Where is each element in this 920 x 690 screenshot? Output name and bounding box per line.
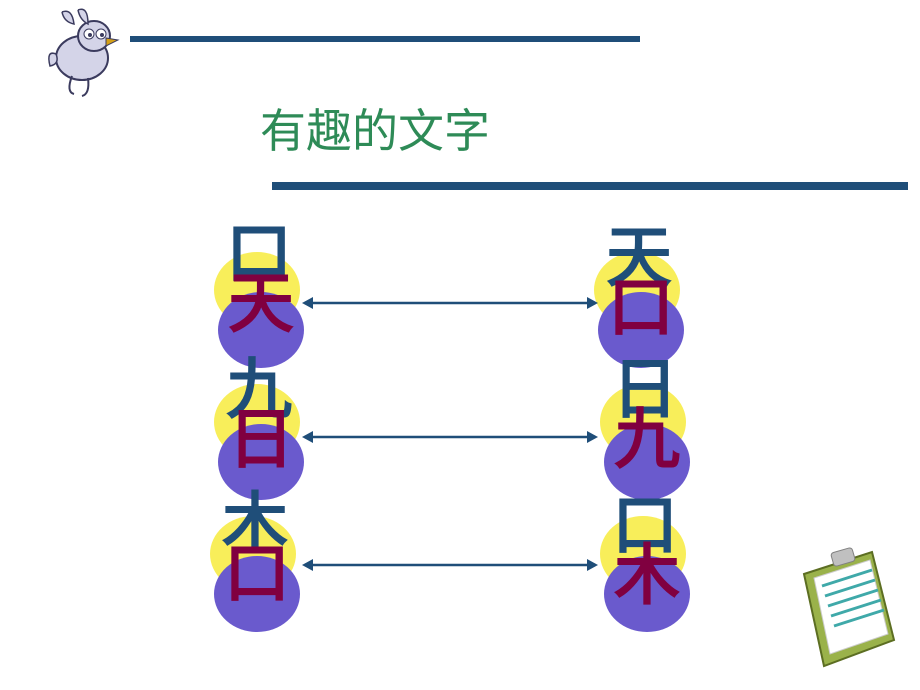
char-bottom: 口: [224, 542, 290, 608]
bird-decoration: [42, 6, 128, 98]
char-bottom: 口: [608, 276, 674, 342]
char-cell: 木口: [210, 516, 296, 632]
char-cell: 口木: [600, 516, 686, 632]
char-cell: 口天: [214, 252, 300, 368]
char-bottom: 日: [228, 408, 294, 474]
char-bottom: 天: [228, 272, 294, 338]
char-bottom: 九: [614, 408, 680, 474]
rule-top: [130, 36, 640, 42]
char-cell: 天口: [594, 252, 680, 368]
char-cell: 九日: [214, 384, 300, 500]
char-bottom: 木: [614, 544, 680, 610]
slide-title: 有趣的文字: [260, 95, 490, 161]
double-arrow: [302, 425, 598, 449]
double-arrow: [302, 291, 598, 315]
clipboard-icon: [794, 544, 906, 672]
rule-mid: [272, 182, 908, 190]
double-arrow: [302, 553, 598, 577]
slide: 有趣的文字 口天天口九日日九木口口木: [0, 0, 920, 690]
char-cell: 日九: [600, 384, 686, 500]
